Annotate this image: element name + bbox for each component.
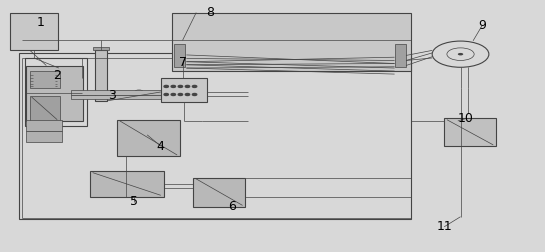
Bar	[174, 44, 185, 67]
Circle shape	[164, 85, 168, 87]
Circle shape	[164, 93, 168, 96]
Text: 1: 1	[37, 16, 45, 29]
Bar	[26, 120, 62, 131]
Circle shape	[178, 85, 183, 87]
Text: 3: 3	[108, 89, 116, 102]
Circle shape	[171, 85, 175, 87]
Bar	[30, 71, 60, 88]
Bar	[10, 13, 58, 50]
Text: 2: 2	[53, 69, 61, 82]
Bar	[117, 120, 180, 156]
Text: 8: 8	[206, 6, 214, 19]
Bar	[444, 118, 496, 146]
Bar	[90, 171, 164, 197]
Bar	[30, 96, 60, 121]
Circle shape	[178, 93, 183, 96]
Bar	[26, 131, 62, 142]
Bar	[93, 47, 109, 50]
Circle shape	[185, 93, 190, 96]
Bar	[25, 58, 87, 126]
Circle shape	[171, 93, 175, 96]
Bar	[395, 44, 406, 67]
Bar	[19, 53, 411, 219]
Circle shape	[458, 53, 463, 55]
Text: 5: 5	[130, 195, 137, 208]
Bar	[161, 78, 207, 102]
Bar	[193, 178, 245, 207]
Text: 4: 4	[157, 140, 165, 153]
Bar	[95, 50, 107, 101]
Bar	[71, 94, 161, 99]
Bar	[71, 90, 161, 94]
Text: 7: 7	[179, 56, 186, 70]
Text: 9: 9	[479, 19, 486, 32]
Bar	[172, 13, 411, 71]
Text: 10: 10	[458, 112, 474, 125]
Text: 6: 6	[228, 200, 235, 213]
Text: 11: 11	[437, 220, 452, 233]
Circle shape	[185, 85, 190, 87]
Circle shape	[192, 85, 197, 87]
Circle shape	[192, 93, 197, 96]
Bar	[26, 66, 83, 121]
